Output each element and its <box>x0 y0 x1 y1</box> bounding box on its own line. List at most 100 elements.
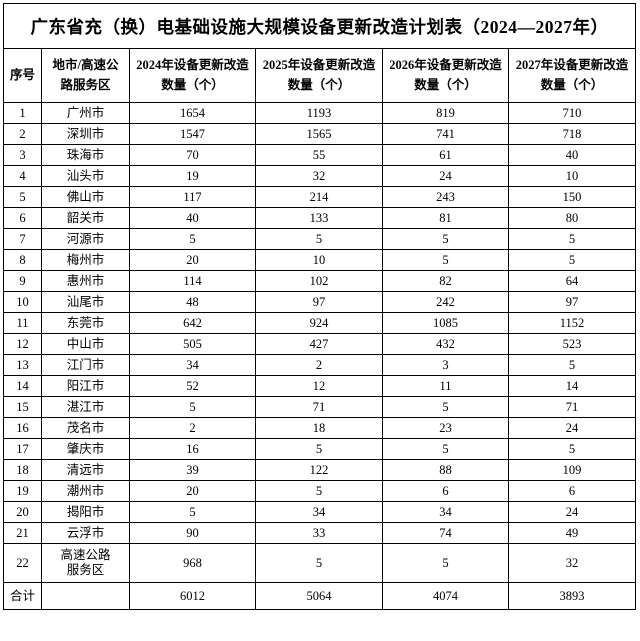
value-cell: 34 <box>382 501 509 523</box>
value-cell: 97 <box>507 291 637 313</box>
region-cell: 潮州市 <box>41 480 130 502</box>
seq-cell: 5 <box>3 186 42 208</box>
value-cell: 242 <box>382 291 509 313</box>
value-cell: 523 <box>507 333 637 355</box>
value-cell: 5 <box>382 543 509 583</box>
value-cell: 5 <box>507 249 637 271</box>
table-row: 11 东莞市 642 924 1085 1152 <box>3 312 637 334</box>
table-row: 21 云浮市 90 33 74 49 <box>3 522 637 544</box>
table-row: 17 肇庆市 16 5 5 5 <box>3 438 637 460</box>
region-cell: 韶关市 <box>41 207 130 229</box>
seq-cell: 8 <box>3 249 42 271</box>
value-cell: 1547 <box>129 123 256 145</box>
value-cell: 5 <box>382 438 509 460</box>
seq-cell: 16 <box>3 417 42 439</box>
region-cell: 汕尾市 <box>41 291 130 313</box>
seq-cell: 6 <box>3 207 42 229</box>
total-label: 合计 <box>3 582 42 610</box>
table-row: 2 深圳市 1547 1565 741 718 <box>3 123 637 145</box>
value-cell: 5 <box>255 543 383 583</box>
value-cell: 1152 <box>507 312 637 334</box>
region-cell: 肇庆市 <box>41 438 130 460</box>
value-cell: 52 <box>129 375 256 397</box>
value-cell: 33 <box>255 522 383 544</box>
value-cell: 81 <box>382 207 509 229</box>
value-cell: 968 <box>129 543 256 583</box>
value-cell: 6 <box>382 480 509 502</box>
value-cell: 32 <box>255 165 383 187</box>
value-cell: 133 <box>255 207 383 229</box>
value-cell: 5 <box>255 228 383 250</box>
region-cell: 茂名市 <box>41 417 130 439</box>
value-cell: 5 <box>382 396 509 418</box>
value-cell: 5 <box>507 228 637 250</box>
col-header-seq: 序号 <box>3 48 42 103</box>
value-cell: 14 <box>507 375 637 397</box>
table-row: 3 珠海市 70 55 61 40 <box>3 144 637 166</box>
value-cell: 70 <box>129 144 256 166</box>
value-cell: 34 <box>255 501 383 523</box>
value-cell: 150 <box>507 186 637 208</box>
value-cell: 710 <box>507 102 637 124</box>
region-cell: 中山市 <box>41 333 130 355</box>
value-cell: 2 <box>129 417 256 439</box>
value-cell: 819 <box>382 102 509 124</box>
value-cell: 6 <box>507 480 637 502</box>
region-cell: 河源市 <box>41 228 130 250</box>
table-row: 22 高速公路 服务区 968 5 5 32 <box>3 543 637 583</box>
region-cell: 深圳市 <box>41 123 130 145</box>
col-header-2027: 2027年设备更新改造 数量（个） <box>507 48 637 103</box>
value-cell: 32 <box>507 543 637 583</box>
table-title-row: 广东省充（换）电基础设施大规模设备更新改造计划表（2024—2027年） <box>2 3 637 49</box>
value-cell: 24 <box>507 501 637 523</box>
value-cell: 18 <box>255 417 383 439</box>
value-cell: 427 <box>255 333 383 355</box>
value-cell: 82 <box>382 270 509 292</box>
region-cell: 珠海市 <box>41 144 130 166</box>
value-cell: 243 <box>382 186 509 208</box>
region-cell: 江门市 <box>41 354 130 376</box>
seq-cell: 14 <box>3 375 42 397</box>
seq-cell: 17 <box>3 438 42 460</box>
value-cell: 5 <box>382 228 509 250</box>
seq-cell: 13 <box>3 354 42 376</box>
table-row: 4 汕头市 19 32 24 10 <box>3 165 637 187</box>
table-row: 19 潮州市 20 5 6 6 <box>3 480 637 502</box>
table-row: 16 茂名市 2 18 23 24 <box>3 417 637 439</box>
col-header-2024: 2024年设备更新改造 数量（个） <box>129 48 256 103</box>
region-cell: 东莞市 <box>41 312 130 334</box>
table-row: 14 阳江市 52 12 11 14 <box>3 375 637 397</box>
total-value: 6012 <box>129 582 256 610</box>
value-cell: 23 <box>382 417 509 439</box>
seq-cell: 22 <box>3 543 42 583</box>
total-value: 5064 <box>255 582 383 610</box>
plan-table-container: 广东省充（换）电基础设施大规模设备更新改造计划表（2024—2027年） 序号 … <box>2 3 637 610</box>
value-cell: 214 <box>255 186 383 208</box>
value-cell: 16 <box>129 438 256 460</box>
value-cell: 80 <box>507 207 637 229</box>
value-cell: 10 <box>507 165 637 187</box>
table-title: 广东省充（换）电基础设施大规模设备更新改造计划表（2024—2027年） <box>2 3 637 49</box>
value-cell: 20 <box>129 249 256 271</box>
value-cell: 122 <box>255 459 383 481</box>
seq-cell: 7 <box>3 228 42 250</box>
value-cell: 5 <box>507 438 637 460</box>
region-cell: 清远市 <box>41 459 130 481</box>
table-row: 8 梅州市 20 10 5 5 <box>3 249 637 271</box>
table-row: 10 汕尾市 48 97 242 97 <box>3 291 637 313</box>
total-value: 3893 <box>507 582 637 610</box>
value-cell: 1193 <box>255 102 383 124</box>
value-cell: 49 <box>507 522 637 544</box>
region-cell: 高速公路 服务区 <box>41 543 130 583</box>
value-cell: 924 <box>255 312 383 334</box>
table-row: 1 广州市 1654 1193 819 710 <box>3 102 637 124</box>
plan-table: 广东省充（换）电基础设施大规模设备更新改造计划表（2024—2027年） 序号 … <box>2 3 637 610</box>
table-body: 1 广州市 1654 1193 819 710 2 深圳市 1547 1565 741 718 3 珠海市… <box>3 102 637 583</box>
table-row: 13 江门市 34 2 3 5 <box>3 354 637 376</box>
table-row: 7 河源市 5 5 5 5 <box>3 228 637 250</box>
value-cell: 48 <box>129 291 256 313</box>
value-cell: 5 <box>507 354 637 376</box>
value-cell: 12 <box>255 375 383 397</box>
seq-cell: 10 <box>3 291 42 313</box>
region-cell: 广州市 <box>41 102 130 124</box>
